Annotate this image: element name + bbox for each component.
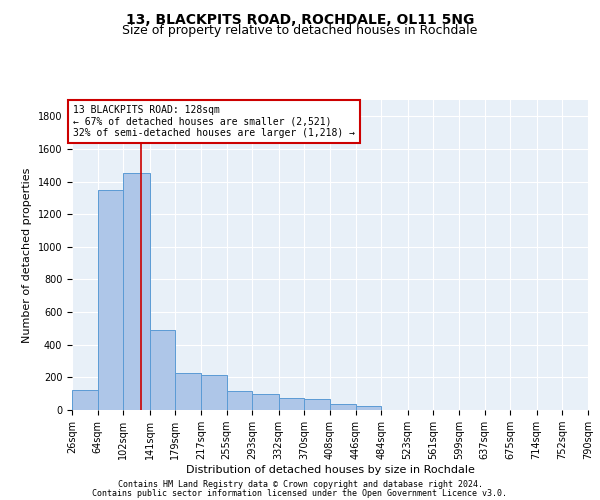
Text: Contains public sector information licensed under the Open Government Licence v3: Contains public sector information licen…	[92, 488, 508, 498]
Bar	[98, 190, 124, 410]
X-axis label: Distribution of detached houses by size in Rochdale: Distribution of detached houses by size …	[185, 465, 475, 475]
Bar	[124, 174, 149, 410]
Bar	[356, 406, 382, 410]
Y-axis label: Number of detached properties: Number of detached properties	[22, 168, 32, 342]
Bar	[227, 391, 253, 410]
Bar	[149, 330, 175, 410]
Bar	[175, 374, 201, 410]
Bar	[72, 390, 98, 410]
Bar	[253, 394, 278, 410]
Bar	[304, 400, 330, 410]
Bar	[201, 375, 227, 410]
Text: Contains HM Land Registry data © Crown copyright and database right 2024.: Contains HM Land Registry data © Crown c…	[118, 480, 482, 489]
Text: 13 BLACKPITS ROAD: 128sqm
← 67% of detached houses are smaller (2,521)
32% of se: 13 BLACKPITS ROAD: 128sqm ← 67% of detac…	[73, 105, 355, 138]
Text: 13, BLACKPITS ROAD, ROCHDALE, OL11 5NG: 13, BLACKPITS ROAD, ROCHDALE, OL11 5NG	[126, 12, 474, 26]
Bar	[278, 398, 304, 410]
Text: Size of property relative to detached houses in Rochdale: Size of property relative to detached ho…	[122, 24, 478, 37]
Bar	[330, 404, 356, 410]
